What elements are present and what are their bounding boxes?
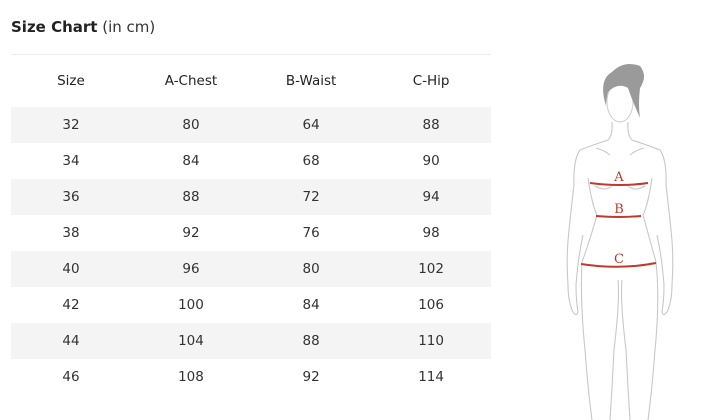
cell-hip: 98: [422, 225, 440, 241]
cell-size: 40: [11, 251, 131, 287]
cell-size: 36: [11, 179, 131, 215]
table-row: 38 92 76 98: [11, 215, 491, 251]
cell-size: 32: [11, 107, 131, 143]
cell-chest: 100: [178, 297, 204, 313]
table-row: 32 80 64 88: [11, 107, 491, 143]
cell-size: 44: [11, 323, 131, 359]
cell-hip: 106: [418, 297, 444, 313]
size-table: Size A-Chest B-Waist C-Hip 32 80 64 88 34 84 6…: [11, 55, 491, 395]
header-chest: A-Chest: [164, 73, 218, 89]
table-row: 36 88 72 94: [11, 179, 491, 215]
cell-size: 42: [62, 297, 80, 313]
cell-chest: 108: [178, 369, 204, 385]
table-row: 40 96 80 102: [11, 251, 491, 287]
cell-chest: 92: [182, 225, 200, 241]
cell-chest: 88: [130, 179, 252, 215]
cell-hip: 102: [371, 251, 491, 287]
cell-chest: 104: [130, 323, 252, 359]
cell-waist: 76: [302, 225, 320, 241]
hair: [603, 64, 644, 118]
waist-arrow: [595, 215, 642, 218]
cell-hip: 110: [371, 323, 491, 359]
title-main: Size Chart: [11, 18, 98, 36]
table-row: 44 104 88 110: [11, 323, 491, 359]
cell-hip: 88: [371, 107, 491, 143]
header-size: Size: [57, 73, 85, 89]
cell-chest: 84: [182, 153, 200, 169]
cell-size: 46: [62, 369, 80, 385]
cell-waist: 72: [251, 179, 372, 215]
cell-hip: 94: [371, 179, 491, 215]
label-b: B: [614, 202, 624, 217]
table-row: 46 108 92 114: [11, 359, 491, 395]
measure-lines: [580, 182, 657, 268]
cell-waist: 64: [251, 107, 372, 143]
cell-hip: 114: [418, 369, 444, 385]
table-header-row: Size A-Chest B-Waist C-Hip: [11, 55, 491, 107]
title-unit: (in cm): [102, 18, 156, 36]
header-waist: B-Waist: [285, 73, 337, 89]
cell-waist: 92: [302, 369, 320, 385]
table-row: 34 84 68 90: [11, 143, 491, 179]
cell-waist: 80: [251, 251, 372, 287]
cell-waist: 88: [251, 323, 372, 359]
hip-arrow: [580, 262, 657, 268]
label-c: C: [614, 252, 624, 267]
label-a: A: [613, 170, 624, 185]
cell-chest: 80: [130, 107, 252, 143]
cell-size: 38: [62, 225, 80, 241]
body-outline: [566, 121, 674, 420]
table-row: 42 100 84 106: [11, 287, 491, 323]
header-hip: C-Hip: [412, 73, 450, 89]
cell-waist: 84: [302, 297, 320, 313]
cell-waist: 68: [302, 153, 320, 169]
size-chart-title: Size Chart (in cm): [11, 18, 155, 36]
cell-size: 34: [62, 153, 80, 169]
chest-arrow: [589, 182, 649, 186]
cell-chest: 96: [130, 251, 252, 287]
divider: [11, 54, 491, 55]
cell-hip: 90: [422, 153, 440, 169]
